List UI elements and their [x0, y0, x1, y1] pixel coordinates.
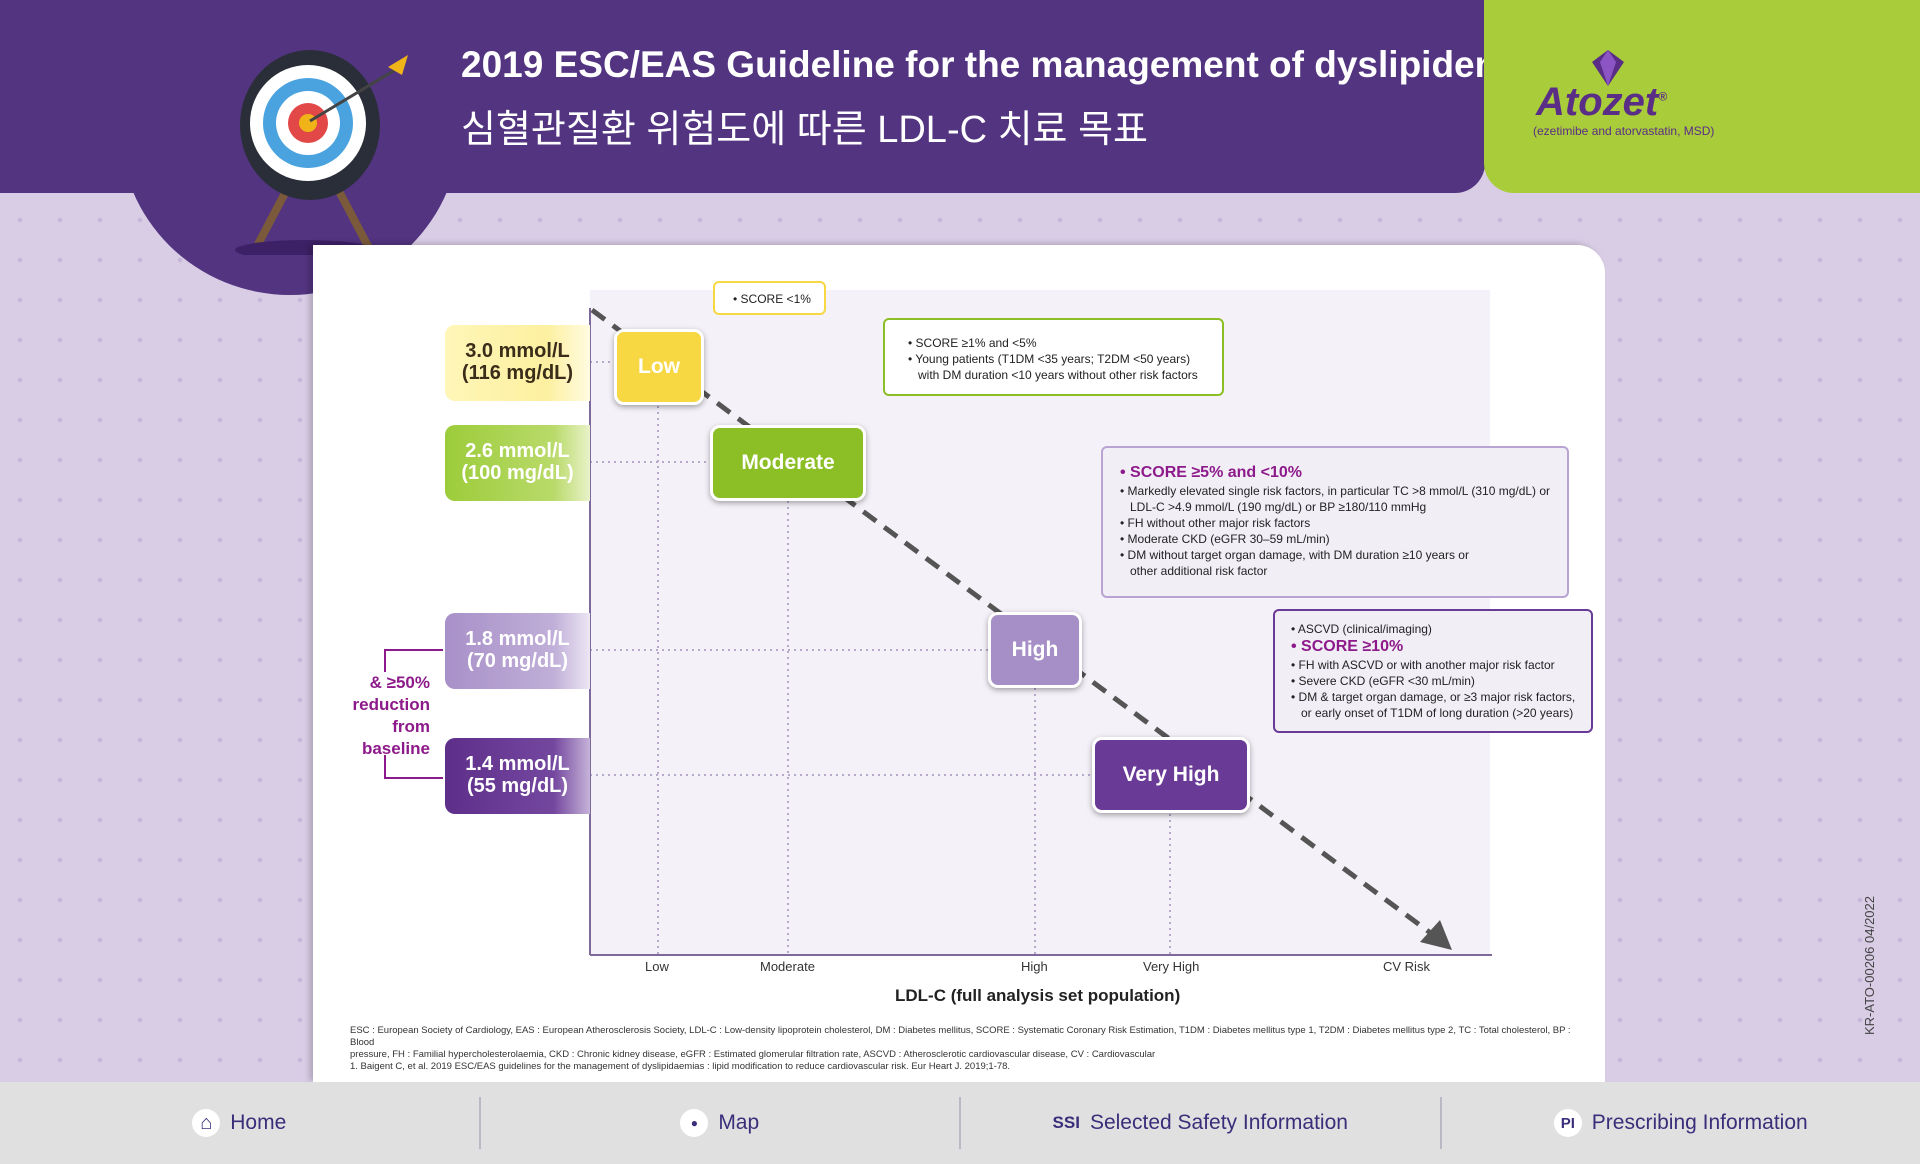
callout-high: • SCORE ≥5% and <10% Markedly elevated s…: [1101, 446, 1569, 598]
brand-panel: [1484, 0, 1920, 193]
ldl-target-low: 3.0 mmol/L (116 mg/dL): [445, 325, 590, 401]
risk-node-low: Low: [614, 329, 704, 405]
footnote-abbreviations: ESC : European Society of Cardiology, EA…: [350, 1025, 1571, 1072]
risk-node-moderate: Moderate: [710, 425, 866, 501]
x-tick-very-high: Very High: [1143, 959, 1200, 974]
reduction-bracket: [384, 649, 443, 779]
document-code: KR-ATO-00206 04/2022: [1862, 896, 1877, 1035]
brand-logo: Atozet®: [1536, 80, 1668, 124]
risk-node-very-high: Very High: [1092, 737, 1250, 813]
brand-subtitle: (ezetimibe and atorvastatin, MSD): [1533, 124, 1715, 138]
callout-moderate: SCORE ≥1% and <5% Young patients (T1DM <…: [883, 318, 1224, 396]
pi-icon: PI: [1553, 1109, 1582, 1137]
ssi-icon: SSI: [1052, 1113, 1080, 1132]
callout-very-high: ASCVD (clinical/imaging) • SCORE ≥10% FH…: [1273, 609, 1593, 733]
target-icon: [235, 50, 408, 255]
callout-low: SCORE <1%: [713, 281, 826, 315]
map-pin-icon: ●: [680, 1109, 709, 1137]
brand-gem-icon: [1592, 50, 1624, 86]
nav-home-button[interactable]: ⌂ Home: [0, 1097, 481, 1149]
nav-pi-button[interactable]: PI Prescribing Information: [1442, 1097, 1920, 1149]
home-icon: ⌂: [192, 1109, 221, 1137]
x-tick-high: High: [1021, 959, 1048, 974]
ldl-target-high: 1.8 mmol/L (70 mg/dL): [445, 613, 590, 689]
x-tick-low: Low: [645, 959, 669, 974]
nav-ssi-label: Selected Safety Information: [1089, 1111, 1348, 1134]
nav-ssi-button[interactable]: SSI Selected Safety Information: [961, 1097, 1442, 1149]
x-axis-title: LDL-C (full analysis set population): [895, 986, 1181, 1005]
reduction-note: & ≥50% reduction from baseline: [352, 673, 430, 758]
nav-home-label: Home: [230, 1111, 287, 1134]
page-subtitle: 심혈관질환 위험도에 따른 LDL-C 치료 목표: [461, 109, 1148, 151]
x-tick-cv-risk: CV Risk: [1383, 959, 1430, 974]
ldl-target-very-high: 1.4 mmol/L (55 mg/dL): [445, 738, 590, 814]
ldl-target-moderate: 2.6 mmol/L (100 mg/dL): [445, 425, 590, 501]
risk-node-high: High: [988, 612, 1082, 688]
nav-pi-label: Prescribing Information: [1591, 1111, 1808, 1134]
arrow-head: [1420, 920, 1452, 950]
nav-map-label: Map: [718, 1111, 760, 1134]
x-tick-moderate: Moderate: [760, 959, 815, 974]
bottom-nav: ⌂ Home ● Map SSI Selected Safety Informa…: [0, 1082, 1920, 1164]
page-title: 2019 ESC/EAS Guideline for the managemen…: [461, 44, 1559, 85]
nav-map-button[interactable]: ● Map: [481, 1097, 961, 1149]
